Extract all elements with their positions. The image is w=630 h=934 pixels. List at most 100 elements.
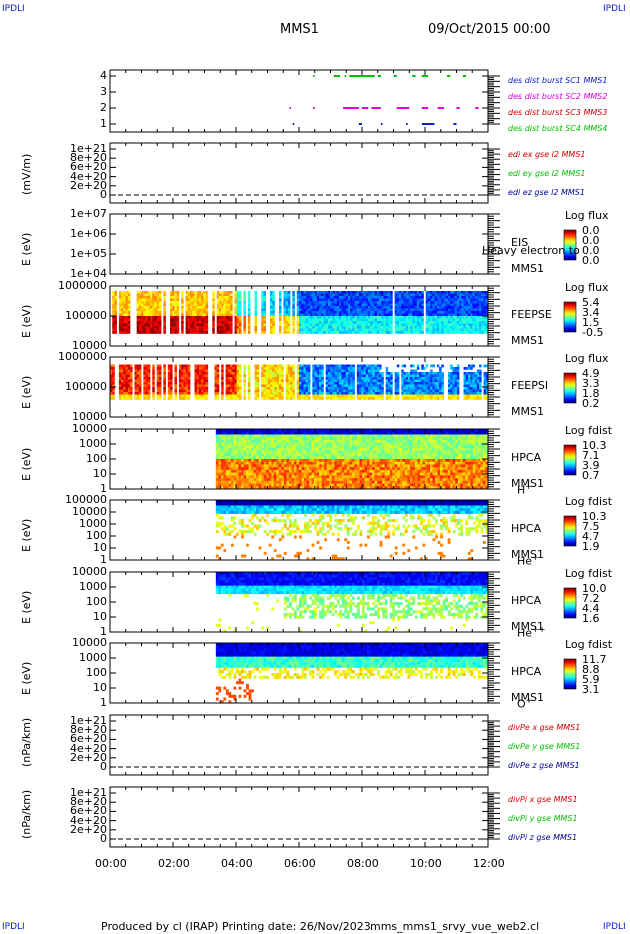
- spectrogram-cell: [227, 369, 231, 373]
- spectrogram-cell: [370, 397, 373, 400]
- spectrogram-cell: [365, 321, 369, 324]
- spectrogram-cell: [432, 331, 435, 334]
- spectrogram-cell: [125, 301, 129, 304]
- spectrogram-cell: [110, 389, 113, 393]
- spectrogram-cell: [307, 296, 311, 299]
- spectrogram-cell: [287, 313, 291, 317]
- spectrogram-cell: [143, 323, 146, 327]
- spectrogram-cell: [414, 328, 418, 332]
- spectrogram-cell: [432, 308, 435, 312]
- spectrogram-cell: [287, 379, 291, 383]
- spectrogram-cell: [121, 369, 124, 373]
- spectrogram-cell: [112, 313, 115, 317]
- spectrogram-cell: [274, 387, 278, 390]
- spectrogram-cell: [243, 379, 246, 383]
- spectrogram-cell: [281, 387, 284, 390]
- spectrogram-cell: [347, 308, 351, 312]
- spectrogram-cell: [319, 372, 322, 375]
- spectrogram-cell: [374, 313, 378, 317]
- spectrogram-cell: [230, 389, 233, 393]
- spectrogram-cell: [407, 394, 411, 398]
- spectrogram-cell: [470, 389, 473, 393]
- spectrogram-cell: [225, 434, 229, 438]
- spectrogram-cell: [234, 291, 238, 294]
- spectrogram-cell: [172, 308, 175, 312]
- spectrogram-cell: [112, 328, 115, 332]
- spectrogram-cell: [425, 308, 429, 312]
- spectrogram-cell: [421, 291, 424, 294]
- spectrogram-cell: [470, 316, 473, 319]
- spectrogram-cell: [450, 321, 453, 324]
- spectrogram-cell: [396, 308, 400, 312]
- spectrogram-cell: [143, 377, 146, 380]
- spectrogram-cell: [301, 394, 304, 398]
- spectrogram-cell: [321, 306, 324, 309]
- spectrogram-cell: [325, 311, 329, 314]
- spectrogram-cell: [452, 311, 455, 314]
- spectrogram-cell: [134, 377, 137, 380]
- spectrogram-cell: [472, 313, 475, 317]
- spectrogram-cell: [405, 387, 409, 390]
- spectrogram-cell: [203, 389, 206, 393]
- spectrogram-cell: [385, 377, 389, 380]
- spectrogram-cell: [125, 384, 129, 388]
- spectrogram-cell: [343, 397, 346, 400]
- spectrogram-cell: [365, 306, 369, 309]
- spectrogram-cell: [372, 318, 375, 322]
- spectrogram-cell: [270, 321, 273, 324]
- spectrogram-cell: [223, 296, 226, 299]
- spectrogram-cell: [281, 384, 284, 388]
- spectrogram-cell: [212, 321, 215, 324]
- spectrogram-cell: [232, 369, 235, 373]
- spectrogram-cell: [163, 377, 166, 380]
- spectrogram-cell: [414, 293, 418, 297]
- spectrogram-cell: [232, 379, 235, 383]
- spectrogram-cell: [474, 311, 478, 314]
- spectrogram-cell: [376, 316, 380, 319]
- spectrogram-cell: [463, 321, 467, 324]
- spectrogram-cell: [385, 394, 389, 398]
- spectrogram-cell: [276, 374, 280, 378]
- spectrogram-cell: [136, 331, 140, 334]
- spectrogram-cell: [319, 377, 322, 380]
- spectrogram-cell: [236, 316, 240, 319]
- spectrogram-cell: [401, 306, 404, 309]
- spectrogram-cell: [396, 392, 400, 395]
- spectrogram-cell: [194, 306, 198, 309]
- spectrogram-cell: [330, 296, 333, 299]
- spectrogram-cell: [143, 369, 146, 373]
- spectrogram-cell: [456, 306, 460, 309]
- spectrogram-cell: [138, 306, 142, 309]
- spectrogram-cell: [272, 303, 275, 307]
- spectrogram-cell: [265, 389, 269, 393]
- spectrogram-cell: [192, 321, 195, 324]
- spectrogram-cell: [396, 389, 400, 393]
- spectrogram-cell: [332, 364, 335, 368]
- spectrogram-cell: [274, 389, 278, 393]
- spectrogram-cell: [272, 291, 275, 294]
- spectrogram-cell: [454, 321, 458, 324]
- spectrogram-cell: [170, 301, 173, 304]
- spectrogram-cell: [354, 326, 358, 329]
- spectrogram-cell: [316, 293, 320, 297]
- spectrogram-cell: [361, 321, 364, 324]
- spectrogram-cell: [381, 387, 384, 390]
- spectrogram-cell: [352, 293, 355, 297]
- panel-frame: [109, 213, 489, 275]
- burst-interval: [421, 107, 429, 109]
- spectrogram-cell: [147, 321, 151, 324]
- spectrogram-cell: [430, 389, 433, 393]
- spectrogram-cell: [232, 382, 235, 385]
- spectrogram-cell: [367, 321, 371, 324]
- spectrogram-cell: [472, 298, 475, 302]
- spectrogram-cell: [456, 364, 460, 368]
- spectrogram-cell: [345, 379, 349, 383]
- spectrogram-cell: [212, 293, 215, 297]
- spectrogram-cell: [163, 311, 166, 314]
- spectrogram-cell: [399, 291, 402, 294]
- spectrogram-cell: [352, 389, 355, 393]
- spectrogram-cell: [423, 392, 427, 395]
- spectrogram-cell: [343, 316, 346, 319]
- spectrogram-cell: [272, 369, 275, 373]
- spectrogram-cell: [228, 429, 232, 433]
